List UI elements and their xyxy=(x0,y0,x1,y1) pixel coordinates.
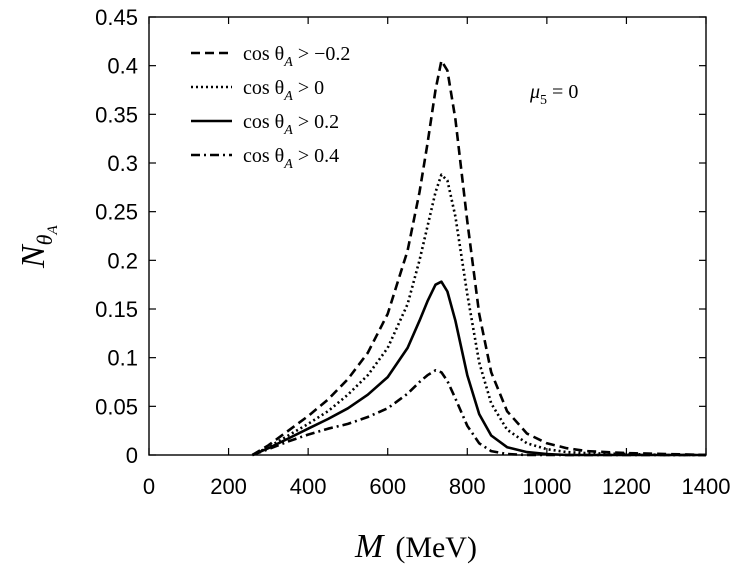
x-axis-label: M (MeV) xyxy=(354,528,477,565)
x-tick-label: 200 xyxy=(210,474,247,499)
series-lines xyxy=(251,59,707,457)
y-tick-label: 0.3 xyxy=(107,151,138,176)
y-tick-label: 0.25 xyxy=(95,200,138,225)
x-tick-label: 400 xyxy=(290,474,327,499)
x-tick-label: 1200 xyxy=(602,474,651,499)
y-tick-label: 0.05 xyxy=(95,394,138,419)
mu5-annotation: μ5 = 0 xyxy=(529,81,578,108)
legend: cos θA > −0.2 cos θA > 0 cos θA > 0.2 cos θ… xyxy=(191,43,350,172)
legend-label: cos θA > −0.2 xyxy=(243,43,350,70)
series-line-dotted xyxy=(251,173,706,457)
y-tick-label: 0.45 xyxy=(95,5,138,30)
series-line-solid xyxy=(251,280,706,457)
x-tick-label: 800 xyxy=(449,474,486,499)
y-tick-label: 0.1 xyxy=(107,346,138,371)
y-tick-label: 0.15 xyxy=(95,297,138,322)
x-tick-label: 1000 xyxy=(522,474,571,499)
y-tick-label: 0.4 xyxy=(107,54,138,79)
y-tick-label: 0.35 xyxy=(95,102,138,127)
series-line-dashed xyxy=(251,59,707,457)
legend-label: cos θA > 0 xyxy=(243,77,324,104)
y-tick-labels: 0 0.05 0.1 0.15 0.2 0.25 0.3 0.35 0.4 0.45 xyxy=(95,5,138,468)
x-tick-labels: 0 200 400 600 800 1000 1200 1400 xyxy=(143,474,731,499)
y-axis-label: NθA xyxy=(15,225,61,270)
legend-label: cos θA > 0.4 xyxy=(243,145,339,172)
y-tick-label: 0 xyxy=(126,443,138,468)
y-tick-label: 0.2 xyxy=(107,248,138,273)
legend-label: cos θA > 0.2 xyxy=(243,111,339,138)
x-tick-label: 1400 xyxy=(682,474,731,499)
x-tick-label: 600 xyxy=(369,474,406,499)
series-line-dashdot xyxy=(251,368,706,457)
plot-frame xyxy=(148,16,707,456)
x-tick-label: 0 xyxy=(143,474,155,499)
axis-ticks xyxy=(148,16,707,456)
